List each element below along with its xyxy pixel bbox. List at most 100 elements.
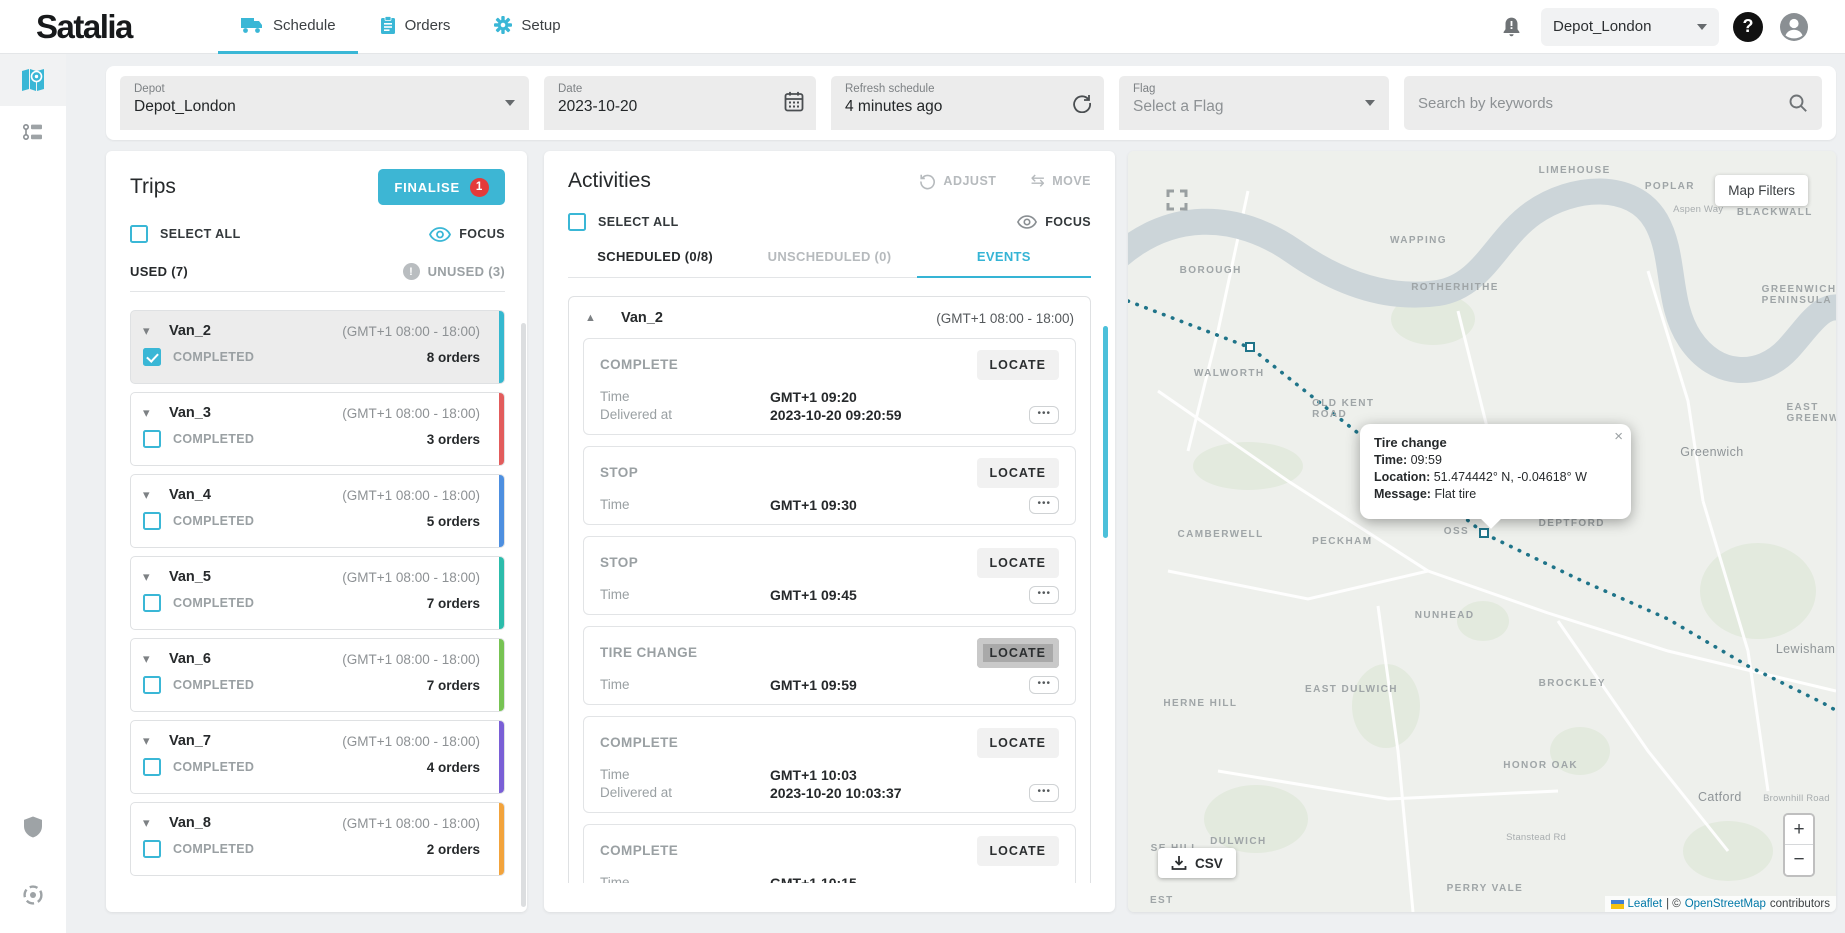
eye-icon <box>429 226 452 242</box>
depot-filter[interactable]: Depot Depot_London <box>120 76 529 130</box>
trip-checkbox[interactable] <box>143 512 161 530</box>
depot-selector[interactable]: Depot_London <box>1541 7 1719 46</box>
more-options-button[interactable]: ••• <box>1029 406 1059 424</box>
tire-change-marker[interactable] <box>1479 528 1489 538</box>
map-place-label: HONOR OAK <box>1503 759 1579 771</box>
map-panel[interactable]: LIMEHOUSE POPLAR Aspen Way BLACKWALL WAP… <box>1128 151 1836 912</box>
nav-tab-schedule[interactable]: Schedule <box>218 0 358 54</box>
more-options-button[interactable]: ••• <box>1029 676 1059 694</box>
trip-checkbox[interactable] <box>143 840 161 858</box>
trip-status: COMPLETED <box>173 432 255 446</box>
search-icon[interactable] <box>1788 93 1808 113</box>
nav-tab-setup[interactable]: Setup <box>472 0 582 54</box>
activities-focus-button[interactable]: FOCUS <box>1017 215 1091 229</box>
chevron-down-icon[interactable]: ▾ <box>143 815 150 830</box>
zoom-out-button[interactable]: − <box>1785 845 1813 875</box>
locate-button[interactable]: LOCATE <box>976 638 1059 668</box>
locate-button[interactable]: LOCATE <box>976 458 1059 488</box>
finalise-button[interactable]: FINALISE 1 <box>378 169 505 205</box>
map-place-label: LIMEHOUSE <box>1538 164 1611 176</box>
vehicle-group-header[interactable]: ▲ Van_2 (GMT+1 08:00 - 18:00) <box>569 297 1090 338</box>
locate-button[interactable]: LOCATE <box>976 350 1059 380</box>
trip-checkbox[interactable] <box>143 594 161 612</box>
trip-checkbox[interactable] <box>143 676 161 694</box>
osm-link[interactable]: OpenStreetMap <box>1684 898 1766 910</box>
account-avatar-icon[interactable] <box>1777 10 1811 44</box>
tab-unscheduled[interactable]: UNSCHEDULED (0) <box>767 249 892 264</box>
chevron-down-icon[interactable]: ▾ <box>143 323 150 338</box>
waypoint-marker[interactable] <box>1245 342 1255 352</box>
map-place-label: BROCKLEY <box>1538 677 1606 689</box>
more-options-button[interactable]: ••• <box>1029 784 1059 802</box>
zoom-in-button[interactable]: + <box>1785 815 1813 845</box>
chevron-down-icon[interactable]: ▾ <box>143 487 150 502</box>
trip-card[interactable]: ▾ Van_2 (GMT+1 08:00 - 18:00) COMPLETED … <box>130 310 505 384</box>
swap-arrows-icon: ⇆ <box>1030 171 1046 190</box>
map-filters-button[interactable]: Map Filters <box>1715 175 1808 206</box>
trips-scrollbar[interactable] <box>521 323 526 907</box>
tab-scheduled[interactable]: SCHEDULED (0/8) <box>597 249 714 264</box>
chevron-down-icon[interactable]: ▾ <box>143 733 150 748</box>
close-icon[interactable]: × <box>1614 428 1623 445</box>
tab-used[interactable]: USED (7) <box>130 264 189 279</box>
event-card: COMPLETE LOCATE Time GMT+1 10:03 Deliver <box>583 716 1076 813</box>
attribution-suffix: contributors <box>1769 898 1830 910</box>
trip-orders-count: 8 orders <box>426 349 480 365</box>
trip-checkbox[interactable] <box>143 348 161 366</box>
move-button[interactable]: ⇆ MOVE <box>1030 171 1091 191</box>
adjust-button[interactable]: ADJUST <box>919 171 996 191</box>
sidebar-item-map[interactable] <box>0 54 66 106</box>
sidebar-item-pie[interactable] <box>0 869 66 921</box>
trip-card[interactable]: ▾ Van_3 (GMT+1 08:00 - 18:00) COMPLETED … <box>130 392 505 466</box>
leaflet-link[interactable]: Leaflet <box>1627 898 1663 910</box>
event-field-value: GMT+1 10:15 <box>770 875 857 883</box>
popup-title: Tire change <box>1374 435 1447 450</box>
event-field-label: Delivered at <box>600 407 673 422</box>
more-options-button[interactable]: ••• <box>1029 586 1059 604</box>
tab-events[interactable]: EVENTS <box>916 249 1091 278</box>
locate-button[interactable]: LOCATE <box>976 728 1059 758</box>
trip-card[interactable]: ▾ Van_7 (GMT+1 08:00 - 18:00) COMPLETED … <box>130 720 505 794</box>
event-type: COMPLETE <box>600 357 679 372</box>
chevron-down-icon[interactable]: ▾ <box>143 405 150 420</box>
locate-button[interactable]: LOCATE <box>976 836 1059 866</box>
map-place-label: WALWORTH <box>1193 367 1265 379</box>
flag-filter[interactable]: Flag Select a Flag <box>1119 76 1389 130</box>
sidebar-item-timeline[interactable] <box>0 106 66 158</box>
date-filter[interactable]: Date 2023-10-20 <box>544 76 816 130</box>
refresh-schedule[interactable]: Refresh schedule 4 minutes ago <box>831 76 1104 130</box>
tab-unused[interactable]: ! UNUSED (3) <box>402 263 505 280</box>
trip-card[interactable]: ▾ Van_5 (GMT+1 08:00 - 18:00) COMPLETED … <box>130 556 505 630</box>
activities-scrollbar[interactable] <box>1103 326 1108 538</box>
locate-button[interactable]: LOCATE <box>976 548 1059 578</box>
trip-card[interactable]: ▾ Van_4 (GMT+1 08:00 - 18:00) COMPLETED … <box>130 474 505 548</box>
sidebar-item-shield[interactable] <box>0 801 66 853</box>
timeline-icon <box>21 121 45 143</box>
search-input[interactable] <box>1418 94 1788 112</box>
expand-map-icon[interactable] <box>1160 183 1194 217</box>
trip-checkbox[interactable] <box>143 758 161 776</box>
chevron-down-icon[interactable]: ▾ <box>143 651 150 666</box>
event-field-value: GMT+1 09:45 <box>770 587 857 603</box>
nav-tab-orders[interactable]: Orders <box>358 0 473 54</box>
chevron-up-icon[interactable]: ▲ <box>585 312 596 324</box>
refresh-icon[interactable] <box>1072 93 1092 113</box>
chevron-down-icon[interactable]: ▾ <box>143 569 150 584</box>
csv-export-button[interactable]: CSV <box>1158 848 1236 878</box>
activities-select-all-checkbox[interactable] <box>568 213 586 231</box>
event-field-label: Delivered at <box>600 785 673 800</box>
trips-select-all-checkbox[interactable] <box>130 225 148 243</box>
trip-color-stripe <box>499 721 504 793</box>
event-type: COMPLETE <box>600 843 679 858</box>
map-place-label: BLACKWALL <box>1736 207 1813 219</box>
calendar-icon[interactable] <box>784 91 804 112</box>
trip-card[interactable]: ▾ Van_8 (GMT+1 08:00 - 18:00) COMPLETED … <box>130 802 505 876</box>
notification-bell-icon[interactable] <box>1502 16 1521 38</box>
trip-name: Van_6 <box>169 651 211 667</box>
trips-focus-button[interactable]: FOCUS <box>429 226 505 242</box>
more-options-button[interactable]: ••• <box>1029 496 1059 514</box>
help-icon[interactable]: ? <box>1733 11 1763 42</box>
trip-card[interactable]: ▾ Van_6 (GMT+1 08:00 - 18:00) COMPLETED … <box>130 638 505 712</box>
trips-panel: Trips FINALISE 1 SELECT ALL FOCUS USED (… <box>106 151 527 912</box>
trip-checkbox[interactable] <box>143 430 161 448</box>
